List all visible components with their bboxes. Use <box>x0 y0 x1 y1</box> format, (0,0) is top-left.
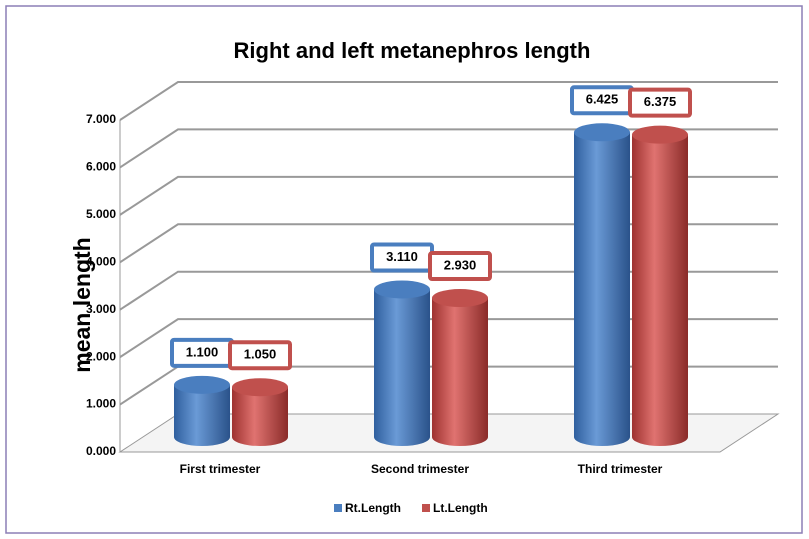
value-label-box <box>628 87 692 118</box>
legend-swatch <box>334 504 342 512</box>
bar <box>374 289 430 446</box>
bar-top <box>432 289 488 308</box>
bar-top <box>174 375 230 394</box>
bar <box>432 298 488 446</box>
chart-title: Right and left metanephros length <box>234 38 591 63</box>
value-label: 3.110 <box>386 249 418 264</box>
value-label: 6.425 <box>586 92 619 107</box>
legend-label: Lt.Length <box>433 501 488 515</box>
value-label: 2.930 <box>444 257 477 272</box>
bar-top <box>574 123 630 142</box>
bar-top <box>232 378 288 397</box>
value-label-box <box>228 340 292 371</box>
x-tick-label: Third trimester <box>578 462 663 476</box>
legend-label: Rt.Length <box>345 501 401 515</box>
value-label-box <box>428 251 492 282</box>
legend-swatch <box>422 504 430 512</box>
value-label: 6.375 <box>644 94 677 109</box>
y-axis-title: mean length <box>69 237 95 372</box>
bar-top <box>374 280 430 299</box>
bar <box>574 132 630 446</box>
grid-line <box>119 81 778 121</box>
y-tick-label: 6.000 <box>86 160 116 174</box>
bar <box>174 384 230 446</box>
y-tick-label: 1.000 <box>86 397 116 411</box>
y-tick-label: 3.000 <box>86 302 116 316</box>
y-tick-label: 0.000 <box>86 444 116 458</box>
x-tick-label: Second trimester <box>371 462 469 476</box>
y-tick-label: 7.000 <box>86 112 116 126</box>
y-tick-label: 4.000 <box>86 254 116 268</box>
y-tick-label: 2.000 <box>86 349 116 363</box>
bar <box>632 134 688 446</box>
bar <box>232 387 288 446</box>
value-label: 1.100 <box>186 344 219 359</box>
bar-top <box>632 125 688 144</box>
value-label: 1.050 <box>244 347 277 362</box>
x-tick-label: First trimester <box>180 462 261 476</box>
y-tick-label: 5.000 <box>86 207 116 221</box>
